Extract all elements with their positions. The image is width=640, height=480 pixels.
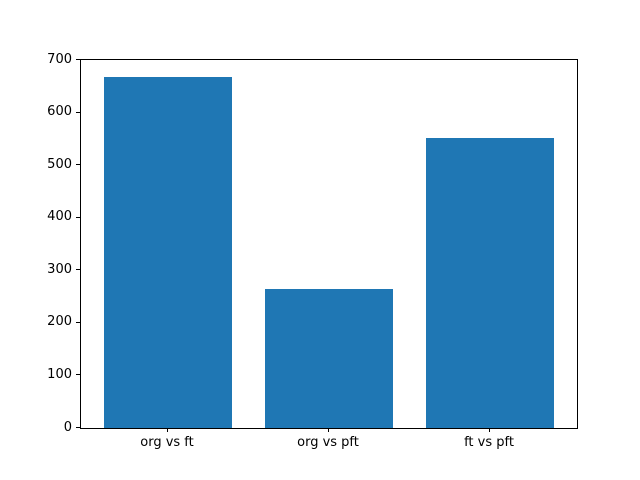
y-tick-mark (76, 59, 80, 60)
plot-area (80, 59, 578, 429)
y-tick-label: 0 (63, 419, 72, 435)
x-tick-mark (167, 428, 168, 432)
y-tick-mark (76, 269, 80, 271)
y-tick-mark (76, 111, 80, 113)
y-tick-label: 100 (47, 366, 72, 382)
y-tick-label: 500 (47, 156, 72, 172)
y-tick-label: 400 (47, 209, 72, 225)
x-tick-label: ft vs pft (464, 435, 514, 450)
y-tick-mark (76, 321, 80, 323)
y-tick-label: 200 (47, 314, 72, 330)
bar-org-vs-pft (264, 288, 394, 428)
bar-org-vs-ft (103, 76, 233, 428)
y-tick-mark (76, 374, 80, 376)
y-tick-label: 700 (47, 51, 72, 67)
x-tick-label: org vs ft (140, 435, 194, 450)
bar-ft-vs-pft (425, 137, 555, 428)
y-tick-label: 600 (47, 104, 72, 120)
y-tick-label: 300 (47, 261, 72, 277)
x-tick-mark (328, 428, 329, 432)
x-tick-label: org vs pft (297, 435, 359, 450)
y-tick-mark (76, 427, 80, 428)
y-tick-mark (76, 216, 80, 218)
x-tick-mark (489, 428, 490, 432)
y-tick-mark (76, 164, 80, 166)
